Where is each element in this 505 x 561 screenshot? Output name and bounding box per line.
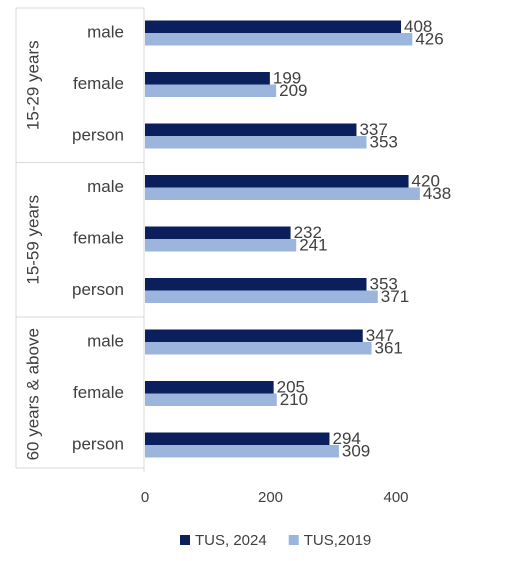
- bar-series-2: [145, 33, 413, 46]
- legend-swatch: [288, 535, 299, 545]
- x-tick-label: 200: [258, 489, 283, 506]
- data-label: 209: [279, 81, 307, 100]
- data-label: 294: [332, 429, 360, 448]
- data-label: 353: [370, 275, 398, 294]
- data-label: 353: [370, 133, 398, 152]
- bar-series-2: [145, 445, 339, 458]
- category-label: person: [72, 125, 124, 144]
- bar-series-2: [145, 84, 277, 97]
- legend-label: TUS, 2024: [195, 532, 267, 549]
- data-label: 361: [375, 339, 403, 358]
- bar-series-2: [145, 393, 277, 406]
- data-label: 420: [412, 172, 440, 191]
- data-label: 347: [366, 326, 394, 345]
- category-label: female: [73, 228, 124, 247]
- category-label: male: [87, 177, 124, 196]
- x-tick-label: 0: [141, 489, 149, 506]
- x-tick-label: 400: [383, 489, 408, 506]
- category-label: female: [73, 383, 124, 402]
- category-label: male: [87, 22, 124, 41]
- data-label: 241: [299, 236, 327, 255]
- category-label: person: [72, 280, 124, 299]
- data-label: 438: [423, 184, 451, 203]
- data-label: 426: [415, 30, 443, 49]
- bar-series-2: [145, 342, 372, 355]
- bar-series-2: [145, 136, 367, 149]
- group-label: 60 years & above: [23, 328, 42, 460]
- data-label: 232: [294, 223, 322, 242]
- bar-series-1: [145, 175, 409, 188]
- bar-series-2: [145, 290, 378, 303]
- category-label: person: [72, 434, 124, 453]
- bar-series-1: [145, 432, 330, 445]
- bar-series-2: [145, 187, 420, 200]
- bar-series-1: [145, 278, 367, 291]
- data-label: 205: [277, 378, 305, 397]
- bar-series-1: [145, 329, 363, 342]
- group-label: 15-29 years: [23, 40, 42, 130]
- category-label: male: [87, 331, 124, 350]
- bar-series-1: [145, 123, 357, 136]
- bar-series-1: [145, 381, 274, 394]
- bar-series-1: [145, 72, 270, 85]
- legend-label: TUS,2019: [304, 532, 372, 549]
- bar-series-1: [145, 20, 402, 33]
- data-label: 210: [280, 390, 308, 409]
- legend-swatch: [180, 535, 190, 545]
- data-label: 337: [359, 120, 387, 139]
- data-label: 408: [404, 17, 432, 36]
- group-label: 15-59 years: [23, 195, 42, 285]
- bar-series-2: [145, 239, 297, 252]
- category-label: female: [73, 74, 124, 93]
- data-label: 309: [342, 442, 370, 461]
- data-label: 371: [381, 287, 409, 306]
- bar-series-1: [145, 226, 291, 239]
- data-label: 199: [273, 69, 301, 88]
